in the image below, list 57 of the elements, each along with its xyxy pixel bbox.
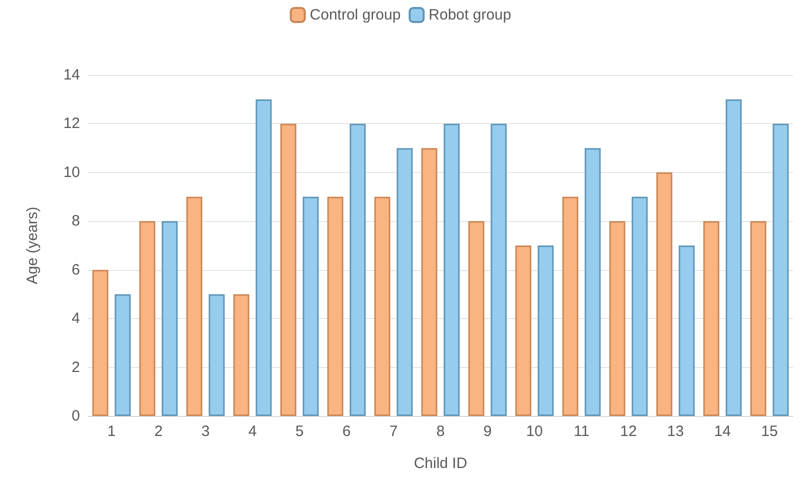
bar (396, 148, 413, 416)
bar (421, 148, 438, 416)
y-axis-title: Age (years) (24, 206, 41, 284)
x-tick-label: 6 (342, 423, 351, 440)
x-tick-label: 5 (295, 423, 304, 440)
x-tick-label: 11 (574, 423, 590, 440)
bar (726, 99, 742, 416)
bar (632, 196, 648, 416)
y-tick-label: 4 (72, 310, 80, 328)
bar (256, 99, 272, 416)
bar (515, 246, 532, 416)
bar (186, 196, 202, 416)
bar (562, 196, 578, 416)
bar (609, 221, 626, 416)
x-tick-label: 4 (248, 423, 257, 440)
y-tick-label: 0 (72, 408, 80, 424)
bar (280, 124, 296, 416)
bar (772, 124, 789, 416)
y-tick-label: 6 (72, 261, 80, 278)
bar (490, 124, 507, 416)
x-tick-label: 15 (761, 423, 778, 440)
bar (374, 196, 390, 416)
bar (584, 148, 601, 416)
x-tick-label: 8 (436, 423, 445, 440)
bar (302, 196, 319, 416)
bar (678, 246, 695, 416)
x-tick-label: 10 (526, 423, 543, 440)
x-tick-label: 3 (201, 423, 210, 440)
bar (538, 246, 554, 416)
legend-label: Robot group (428, 6, 512, 24)
x-tick-label: 9 (483, 423, 492, 440)
x-tick-label: 12 (620, 423, 637, 440)
bar (350, 124, 366, 416)
y-tick-label: 12 (63, 115, 80, 132)
bar (233, 294, 250, 416)
bar (327, 196, 344, 416)
y-tick-label: 14 (63, 66, 80, 84)
legend-label: Control group (310, 6, 401, 24)
y-tick-label: 2 (72, 358, 80, 376)
y-tick-label: 10 (63, 164, 80, 181)
x-tick-label: 14 (714, 423, 731, 440)
bar (444, 124, 460, 416)
bar (208, 294, 225, 416)
x-tick-label: 2 (154, 423, 163, 440)
x-tick-label: 13 (667, 423, 684, 440)
bar (656, 172, 672, 416)
x-axis-title: Child ID (414, 455, 468, 472)
bar (139, 221, 156, 416)
y-tick-label: 8 (72, 212, 80, 230)
bar (703, 221, 720, 416)
bar (162, 221, 178, 416)
x-tick-label: 7 (389, 423, 398, 440)
bar (750, 221, 766, 416)
bar (114, 294, 131, 416)
x-tick-label: 1 (107, 423, 116, 440)
bar (468, 221, 484, 416)
bar (92, 270, 108, 416)
